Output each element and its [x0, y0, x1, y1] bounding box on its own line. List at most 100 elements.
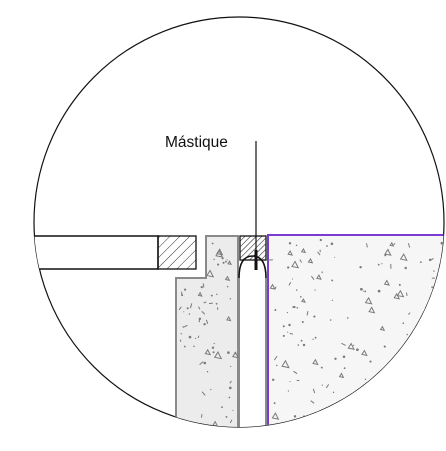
aggregate-speck: [381, 263, 383, 265]
aggregate-speck: [296, 307, 299, 309]
aggregate-speck: [368, 306, 376, 314]
aggregate-speck: [297, 344, 300, 346]
aggregate-speck: [427, 438, 429, 440]
aggregate-speck: [329, 319, 332, 321]
aggregate-speck: [212, 351, 215, 354]
aggregate-speck: [364, 421, 367, 424]
aggregate-speck: [274, 286, 277, 290]
aggregate-speck: [286, 311, 289, 314]
aggregate-speck: [229, 298, 232, 300]
aggregate-speck: [394, 425, 398, 427]
aggregate-speck: [415, 440, 416, 441]
aggregate-speck: [301, 298, 306, 303]
aggregate-speck: [314, 289, 316, 291]
aggregate-speck: [276, 432, 278, 434]
aggregate-speck: [361, 349, 368, 357]
aggregate-speck: [229, 380, 232, 384]
aggregate-speck: [312, 388, 316, 394]
aggregate-speck: [331, 279, 334, 282]
aggregate-speck: [282, 325, 285, 328]
aggregate-speck: [227, 351, 230, 354]
aggregate-speck: [420, 261, 422, 263]
aggregate-speck: [367, 390, 375, 399]
aggregate-speck: [353, 344, 355, 346]
aggregate-speck: [430, 338, 433, 341]
aggregate-speck: [273, 402, 276, 405]
aggregate-speck: [288, 242, 292, 245]
aggregate-speck: [198, 430, 201, 431]
aggregate-speck: [384, 389, 387, 392]
aggregate-speck: [197, 335, 200, 339]
aggregate-speck: [269, 283, 276, 290]
aggregate-speck: [296, 439, 298, 441]
aggregate-speck: [188, 335, 192, 339]
aggregate-speck: [271, 412, 280, 420]
aggregate-speck: [313, 315, 316, 318]
mastic-label: Mástique: [165, 134, 228, 151]
aggregate-speck: [291, 278, 293, 280]
aggregate-speck: [282, 334, 285, 337]
aggregate-speck: [405, 292, 408, 297]
aggregate-speck: [368, 403, 377, 412]
aggregate-speck: [295, 289, 298, 291]
aggregate-speck: [359, 265, 362, 269]
aggregate-speck: [213, 351, 223, 360]
aggregate-speck: [344, 421, 350, 424]
aggregate-speck: [306, 311, 309, 316]
aggregate-speck: [221, 257, 224, 260]
left-concrete-wall: [175, 235, 239, 427]
aggregate-speck: [433, 357, 439, 363]
aggregate-speck: [413, 341, 417, 345]
aggregate-speck: [301, 320, 304, 324]
aggregate-speck: [227, 260, 232, 266]
aggregate-speck: [181, 291, 183, 296]
aggregate-speck: [377, 263, 380, 266]
aggregate-speck: [440, 241, 444, 245]
aggregate-speck: [343, 367, 346, 370]
aggregate-speck: [384, 248, 392, 256]
aggregate-speck: [197, 427, 199, 431]
aggregate-speck: [369, 360, 372, 363]
aggregate-speck: [271, 378, 275, 382]
mastic-sealant: [239, 235, 267, 261]
aggregate-speck: [414, 393, 417, 397]
aggregate-speck: [364, 296, 373, 305]
aggregate-speck: [356, 348, 359, 352]
aggregate-speck: [213, 342, 215, 345]
aggregate-speck: [199, 361, 204, 365]
aggregate-speck: [430, 257, 434, 261]
aggregate-speck: [230, 365, 232, 368]
aggregate-speck: [334, 256, 336, 258]
aggregate-speck: [288, 323, 291, 327]
aggregate-speck: [423, 386, 427, 391]
aggregate-speck: [225, 415, 228, 418]
aggregate-speck: [287, 331, 289, 333]
aggregate-speck: [289, 381, 291, 383]
aggregate-speck: [206, 441, 210, 443]
aggregate-speck: [211, 346, 215, 349]
aggregate-speck: [208, 302, 213, 305]
aggregate-speck: [200, 285, 203, 289]
aggregate-speck: [425, 353, 429, 356]
aggregate-speck: [222, 261, 225, 264]
aggregate-speck: [183, 429, 186, 432]
aggregate-speck: [202, 283, 205, 288]
aggregate-speck: [346, 317, 349, 319]
aggregate-speck: [341, 342, 346, 346]
aggregate-speck: [377, 289, 381, 293]
aggregate-speck: [438, 298, 440, 300]
aggregate-speck: [326, 245, 328, 247]
aggregate-speck: [400, 382, 404, 385]
aggregate-speck: [320, 366, 323, 369]
aggregate-speck: [304, 433, 307, 436]
aggregate-speck: [312, 338, 314, 340]
aggregate-speck: [181, 435, 182, 436]
left-slab: [34, 235, 159, 270]
aggregate-speck: [198, 306, 201, 310]
aggregate-speck: [408, 352, 414, 358]
aggregate-speck: [379, 397, 385, 403]
aggregate-speck: [393, 292, 401, 300]
aggregate-speck: [274, 309, 277, 311]
aggregate-speck: [293, 305, 296, 309]
